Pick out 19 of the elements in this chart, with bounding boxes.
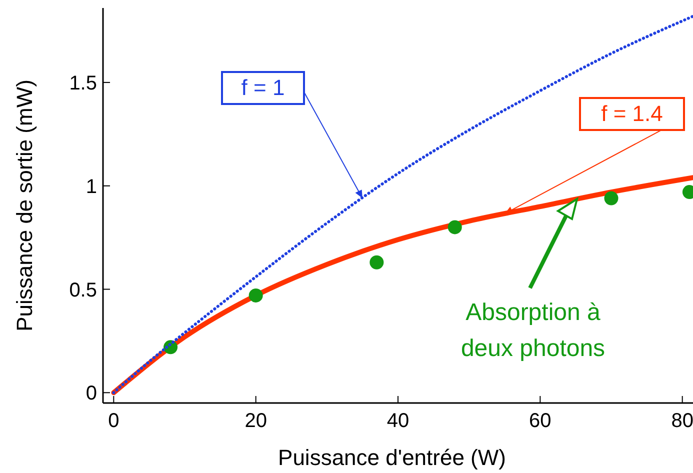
y-tick-label: 0.5 (69, 279, 97, 302)
point (448, 220, 462, 234)
y-tick-label: 1 (86, 176, 97, 198)
point (370, 255, 384, 270)
x-tick-label: 60 (529, 410, 552, 432)
x-axis-title: Puissance d'entrée (W) (278, 445, 506, 470)
x-tick-label: 80 (671, 410, 693, 432)
y-tick-label: 1.5 (69, 72, 97, 94)
y-tick-label: 0 (86, 382, 97, 405)
text: f = 1.4 (601, 101, 663, 126)
y-axis-title: Puissance de sortie (mW) (12, 80, 37, 332)
point (604, 191, 618, 206)
x-tick-label: 0 (108, 410, 120, 432)
annotation: Absorption à deux photons (460, 299, 606, 362)
text: f = 1 (241, 75, 285, 100)
line-series (112, 14, 693, 394)
x-tick-label: 20 (244, 410, 267, 432)
point (248, 288, 263, 302)
x-tick-label: 40 (386, 410, 410, 432)
